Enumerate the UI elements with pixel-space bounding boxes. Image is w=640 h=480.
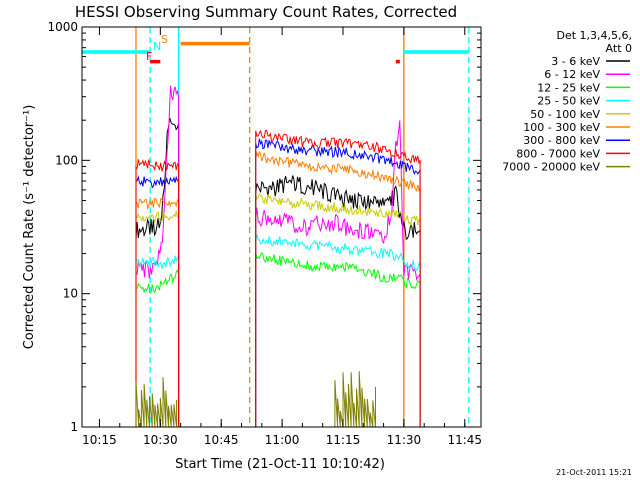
- series-5: [135, 150, 421, 427]
- x-tick-label-1: 10:30: [143, 433, 178, 447]
- axes-frame: [81, 26, 482, 428]
- legend-label-8: 7000 - 20000 keV: [502, 161, 600, 174]
- x-tick-label-2: 10:45: [204, 433, 239, 447]
- chart-title: HESSI Observing Summary Count Rates, Cor…: [75, 3, 457, 21]
- series-2-segment-1: [255, 251, 421, 427]
- series-5-segment-1: [255, 150, 421, 427]
- x-tick-label-0: 10:15: [82, 433, 117, 447]
- legend-label-1: 6 - 12 keV: [544, 68, 600, 81]
- flag-label-s: S: [161, 33, 168, 46]
- series-4: [135, 192, 421, 427]
- y-tick-label-3: 1000: [47, 20, 78, 34]
- x-axis: 10:15 10:30 10:45 11:00 11:15 11:30 11:45: [82, 27, 482, 447]
- series-6-segment-1: [255, 138, 421, 427]
- series-3-segment-1: [255, 234, 421, 427]
- plot-area: [82, 27, 470, 428]
- series-7-segment-0: [135, 159, 180, 427]
- y-axis-label: Corrected Count Rate (s⁻¹ detector⁻¹): [22, 105, 37, 350]
- y-tick-label-2: 100: [55, 153, 78, 167]
- series-2-segment-0: [135, 268, 180, 427]
- series-7: [135, 129, 421, 427]
- legend-label-7: 800 - 7000 keV: [516, 147, 600, 160]
- y-tick-label-1: 10: [63, 287, 78, 301]
- x-tick-label-6: 11:45: [447, 433, 482, 447]
- x-axis-label: Start Time (21-Oct-11 10:10:42): [175, 457, 385, 472]
- series-4-segment-1: [255, 192, 421, 427]
- x-tick-label-5: 11:30: [387, 433, 422, 447]
- legend-label-3: 25 - 50 keV: [537, 95, 600, 108]
- legend-label-0: 3 - 6 keV: [551, 55, 600, 68]
- series-3: [135, 234, 421, 427]
- series-3-segment-0: [135, 255, 180, 427]
- series-8: [135, 371, 376, 428]
- legend-label-5: 100 - 300 keV: [523, 121, 600, 134]
- flag-label-f: F: [146, 50, 152, 63]
- generation-timestamp: 21-Oct-2011 15:21: [556, 468, 632, 477]
- legend-label-2: 12 - 25 keV: [537, 81, 600, 94]
- series-2: [135, 251, 421, 427]
- series-8-segment-0: [135, 377, 178, 428]
- series-0: [135, 117, 421, 427]
- flag-label-n: N: [153, 40, 161, 53]
- legend-label-6: 300 - 800 keV: [523, 134, 600, 147]
- legend-header-line-1: Det 1,3,4,5,6,: [556, 29, 632, 42]
- series-5-segment-0: [135, 197, 180, 427]
- series-7-segment-1: [255, 129, 421, 427]
- series-6: [135, 138, 421, 427]
- series-8-segment-1: [334, 371, 376, 428]
- series-6-segment-0: [135, 175, 180, 427]
- series-4-segment-0: [135, 210, 180, 427]
- legend-label-4: 50 - 100 keV: [530, 108, 600, 121]
- y-axis: 1 10 100 1000: [47, 20, 481, 434]
- series-0-segment-0: [135, 117, 180, 427]
- x-tick-label-4: 11:15: [326, 433, 361, 447]
- y-tick-label-0: 1: [70, 420, 78, 434]
- legend-header-line-2: Att 0: [606, 42, 632, 55]
- series-1-segment-1: [255, 120, 421, 427]
- x-tick-label-3: 11:00: [265, 433, 300, 447]
- series-1-segment-0: [135, 85, 180, 427]
- series-0-segment-1: [255, 175, 421, 427]
